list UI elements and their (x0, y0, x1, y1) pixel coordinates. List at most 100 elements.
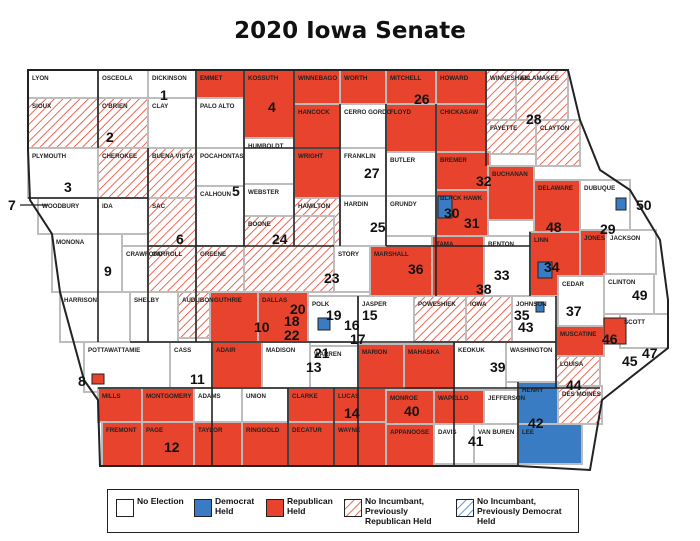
county-label: MONONA (56, 239, 85, 246)
county-label: HANCOCK (298, 109, 330, 116)
county-label: MILLS (102, 393, 121, 400)
legend-swatch-dem-hatch (456, 499, 474, 517)
county-label: MUSCATINE (560, 331, 596, 338)
district-number-48: 48 (546, 219, 562, 235)
county-label: BENTON (488, 241, 515, 248)
county-palo-alto (195, 97, 245, 149)
county-label: MONTGOMERY (146, 393, 192, 400)
county-label: CERRO GORDO (344, 109, 392, 116)
county-humboldt (243, 137, 295, 185)
district-number-49: 49 (632, 287, 648, 303)
district-number-27: 27 (364, 165, 380, 181)
district-number-30: 30 (444, 205, 460, 221)
county-appanoose (385, 423, 435, 467)
county-iowa (465, 295, 513, 343)
county-label: PLYMOUTH (32, 153, 67, 160)
county-label: WEBSTER (248, 189, 279, 196)
county-guthrie (209, 291, 259, 343)
county-label: BLACK HAWK (440, 195, 483, 202)
county-label: OSCEOLA (102, 75, 133, 82)
district-number-3: 3 (64, 179, 72, 195)
county-label: POTTAWATTAMIE (88, 347, 140, 354)
district-number-44: 44 (566, 377, 582, 393)
district-number-1: 1 (160, 87, 168, 103)
district-number-41: 41 (468, 433, 484, 449)
district-number-18: 18 (284, 313, 300, 329)
district-number-32: 32 (476, 173, 492, 189)
urban-district-patch (537, 261, 553, 279)
county-jackson (605, 229, 657, 275)
legend-item-no-incumbent-dem: No Incumbant, Previously Democrat Held (456, 496, 574, 526)
urban-district-patch (535, 301, 545, 313)
county-label: DAVIS (438, 429, 456, 436)
county-label: HUMBOLDT (248, 143, 284, 150)
county-label: FAYETTE (490, 125, 517, 132)
urban-district-patch (437, 195, 453, 219)
county-lyon (27, 69, 99, 99)
county-label: EMMET (200, 75, 223, 82)
county-layer (27, 69, 669, 467)
county-label: LYON (32, 75, 49, 82)
district-number-37: 37 (566, 303, 582, 319)
county-label: STORY (338, 251, 360, 258)
county-label: FLOYD (390, 109, 411, 116)
county-floyd (385, 103, 437, 153)
county-label: POWESHIEK (418, 301, 456, 308)
district-number-12: 12 (164, 439, 180, 455)
county-taylor (193, 421, 243, 467)
district-number-15: 15 (362, 307, 378, 323)
county-wapello (433, 389, 485, 425)
county-label: BOONE (248, 221, 271, 228)
district-number-34: 34 (544, 259, 560, 275)
county-boone (243, 215, 335, 293)
legend-swatch-republican (266, 499, 284, 517)
county-label: BREMER (440, 157, 467, 164)
county-label: VAN BUREN (478, 429, 515, 436)
legend-swatch-democrat (194, 499, 212, 517)
district-number-9: 9 (104, 263, 112, 279)
county-label: CASS (174, 347, 191, 354)
district-number-2: 2 (106, 129, 114, 145)
county-label: KEOKUK (458, 347, 485, 354)
legend-label: Democrat Held (215, 496, 255, 516)
county-label: FREMONT (106, 427, 137, 434)
district-number-23: 23 (324, 270, 340, 286)
district-number-7: 7 (8, 197, 16, 213)
legend-label: Republican Held (287, 496, 333, 516)
county-label: LUCAS (338, 393, 359, 400)
county-label: MONROE (390, 395, 418, 402)
district-number-35: 35 (514, 307, 530, 323)
county-label: SCOTT (624, 319, 645, 326)
county-label: BUCHANAN (492, 171, 528, 178)
county-label: CHEROKEE (102, 153, 137, 160)
county-label: WINNESHIEK (490, 75, 530, 82)
district-number-22: 22 (284, 327, 300, 343)
county-label: JONES (584, 235, 605, 242)
county-label: DUBUQUE (584, 185, 615, 192)
legend-label: No Election (137, 496, 184, 506)
district-number-43: 43 (518, 319, 534, 335)
legend-item-republican-held: Republican Held (266, 496, 338, 526)
county-label: GUTHRIE (214, 297, 242, 304)
county-cerro-gordo (339, 103, 387, 149)
county-label: CARROLL (152, 251, 182, 258)
district-number-11: 11 (190, 371, 205, 387)
county-label: CLINTON (608, 279, 636, 286)
county-label: LEE (522, 429, 534, 436)
district-number-21: 21 (314, 345, 330, 361)
legend-swatch-rep-hatch (344, 499, 362, 517)
county-label: WINNEBAGO (298, 75, 337, 82)
legend: No Election Democrat Held Republican Hel… (107, 489, 579, 533)
county-label: SHELBY (134, 297, 160, 304)
district-number-38: 38 (476, 281, 492, 297)
county-label: DELAWARE (538, 185, 573, 192)
district-number-16: 16 (344, 317, 360, 333)
county-label: MARSHALL (374, 251, 409, 258)
legend-item-no-election: No Election (116, 496, 186, 526)
county-label: JOHNSON (516, 301, 547, 308)
county-pocahontas (195, 147, 245, 187)
county-label: MITCHELL (390, 75, 421, 82)
county-audubon (177, 291, 211, 339)
county-label: TAYLOR (198, 427, 223, 434)
county-label: ADAIR (216, 347, 236, 354)
